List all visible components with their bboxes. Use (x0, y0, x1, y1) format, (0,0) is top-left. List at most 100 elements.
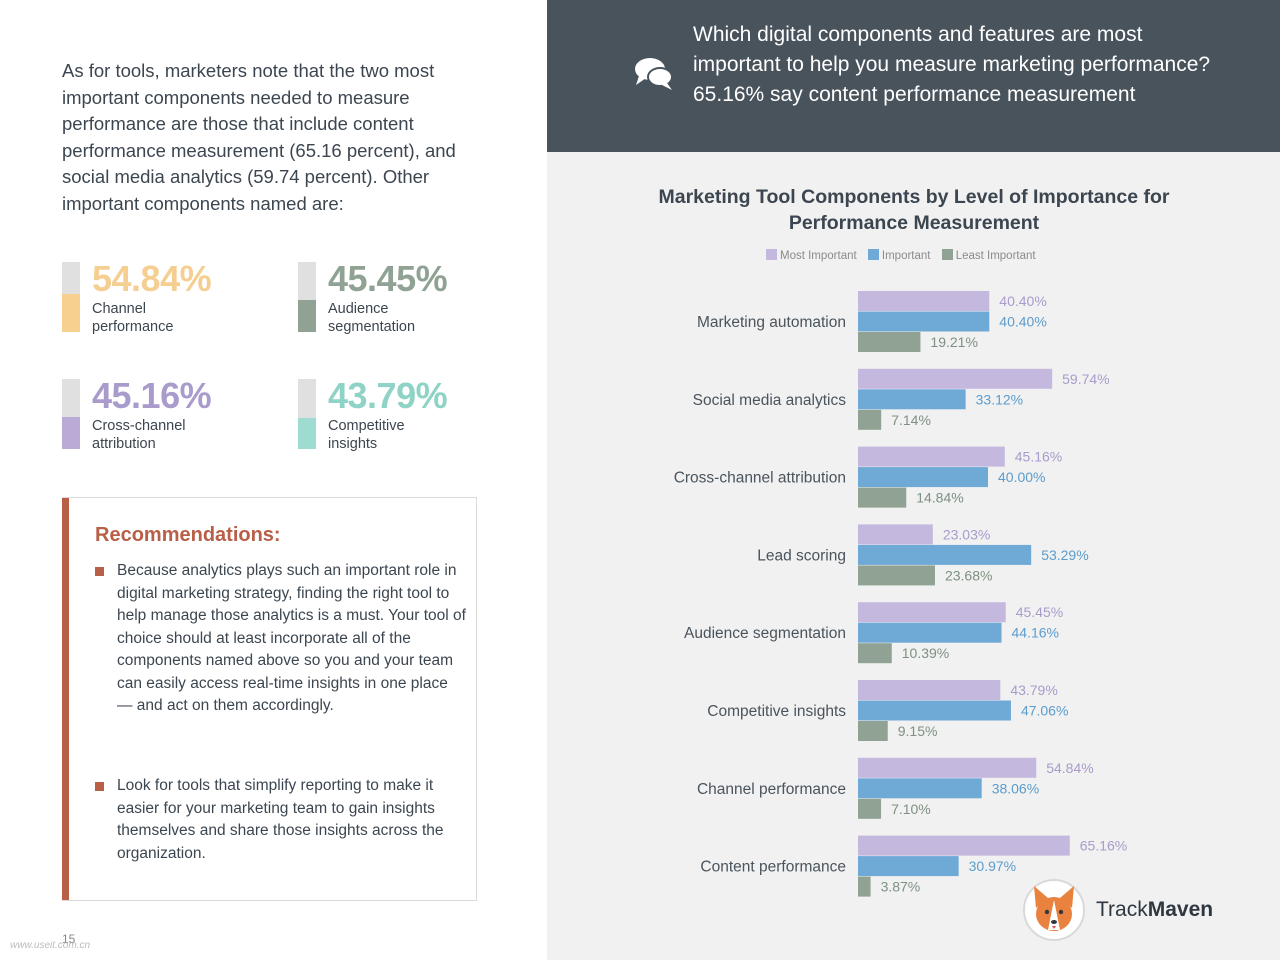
brand-name: TrackMaven (1096, 898, 1213, 922)
data-label: 59.74% (1062, 371, 1109, 387)
stat-label: Audience segmentation (328, 301, 416, 335)
data-label: 30.97% (969, 858, 1016, 874)
data-label: 65.16% (1080, 838, 1127, 854)
stat-value: 45.16% (92, 375, 212, 416)
bar-important (858, 544, 1032, 565)
legend-label: Important (881, 250, 931, 262)
stat-bar (298, 379, 316, 449)
data-label: 53.29% (1041, 547, 1088, 563)
stat-tile: 54.84% Channel performance (62, 258, 282, 335)
chart-legend: Most Important Important Least Important (766, 249, 1044, 262)
bar-most-important (858, 680, 1001, 700)
bar-least-important (858, 409, 882, 430)
stat-bar (62, 379, 80, 449)
bar-important (858, 622, 1002, 643)
stat-bar-fill (62, 293, 80, 332)
recommendation-text: Because analytics plays such an importan… (117, 562, 466, 714)
bar-important (858, 389, 966, 410)
category-label: Channel performance (697, 781, 846, 798)
category-label: Cross-channel attribution (674, 470, 846, 487)
data-label: 43.79% (1010, 682, 1057, 698)
stat-bar-fill (62, 417, 80, 449)
stat-tile: 45.45% Audience segmentation (298, 258, 518, 335)
question-text: Which digital components and features ar… (693, 23, 1211, 106)
legend-item-least-important: Least Important (941, 249, 1036, 262)
stat-bar-fill (298, 418, 316, 449)
legend-item-most-important: Most Important (766, 249, 857, 262)
stat-tile: 45.16% Cross-channel attribution (62, 375, 282, 452)
legend-label: Most Important (780, 250, 857, 262)
category-label: Social media analytics (693, 392, 847, 409)
legend-swatch (941, 249, 953, 260)
data-label: 14.84% (916, 490, 963, 506)
stat-label: Channel performance (92, 301, 174, 335)
data-label: 45.45% (1016, 604, 1063, 620)
bar-important (858, 700, 1011, 721)
bar-most-important (858, 602, 1006, 623)
chat-bubbles-icon (635, 58, 673, 90)
stat-value: 43.79% (328, 375, 448, 416)
recommendations-accent-bar (62, 498, 69, 900)
bar-least-important (858, 798, 882, 819)
stat-label: Cross-channel attribution (92, 418, 186, 452)
stat-tile: 43.79% Competitive insights (298, 375, 518, 452)
data-label: 10.39% (902, 645, 949, 661)
legend-swatch (867, 249, 879, 260)
bar-least-important (858, 332, 921, 352)
bar-most-important (858, 524, 933, 545)
category-label: Marketing automation (697, 314, 846, 331)
data-label: 19.21% (930, 334, 977, 350)
data-label: 38.06% (992, 780, 1039, 796)
stat-bar (298, 262, 316, 332)
stat-value: 54.84% (92, 258, 212, 299)
watermark-text: www.useit.com.cn (10, 940, 91, 951)
stat-value: 45.45% (328, 258, 448, 299)
category-label: Competitive insights (707, 703, 846, 720)
trackmaven-corgi-logo (1023, 879, 1085, 941)
data-label: 23.68% (945, 567, 992, 583)
bar-least-important (858, 565, 935, 586)
bar-most-important (858, 446, 1005, 467)
recommendation-text: Look for tools that simplify reporting t… (117, 777, 444, 862)
data-label: 40.40% (999, 293, 1046, 309)
bar-most-important (858, 835, 1070, 856)
intro-paragraph: As for tools, marketers note that the tw… (62, 60, 456, 214)
stat-bar (62, 262, 80, 332)
bar-least-important (858, 487, 907, 508)
recommendation-item: Look for tools that simplify reporting t… (95, 775, 467, 865)
bar-chart: Marketing automation 40.40% 40.40% 19.21% So… (674, 291, 1127, 897)
data-label: 40.40% (999, 314, 1046, 330)
bar-important (858, 778, 982, 799)
bar-least-important (858, 643, 892, 664)
category-label: Content performance (700, 859, 846, 876)
category-label: Lead scoring (757, 547, 846, 564)
recommendation-item: Because analytics plays such an importan… (95, 560, 467, 718)
brand-prefix: Track (1096, 898, 1148, 921)
bar-least-important (858, 876, 871, 897)
data-label: 23.03% (943, 526, 990, 542)
bar-most-important (858, 368, 1053, 389)
legend-item-important: Important (867, 249, 931, 262)
bar-important (858, 856, 959, 877)
stat-label: Competitive insights (328, 418, 405, 452)
chart-title: Marketing Tool Components by Level of Im… (658, 186, 1170, 234)
legend-swatch (766, 249, 777, 260)
data-label: 44.16% (1012, 625, 1059, 641)
data-label: 40.00% (998, 469, 1045, 485)
brand-suffix: Maven (1147, 898, 1214, 921)
data-label: 3.87% (881, 879, 921, 895)
page-number: 15 (62, 932, 76, 946)
recommendations-box: Recommendations: Because analytics plays… (62, 497, 477, 901)
bullet-square-icon (95, 567, 104, 576)
category-label: Audience segmentation (684, 625, 846, 642)
data-label: 45.16% (1015, 449, 1062, 465)
recommendations-title: Recommendations: (95, 524, 281, 546)
stat-bar-fill (298, 300, 316, 332)
bar-important (858, 467, 988, 488)
data-label: 47.06% (1021, 703, 1068, 719)
bullet-square-icon (95, 782, 104, 791)
bar-important (858, 311, 990, 332)
data-label: 7.14% (891, 412, 931, 428)
data-label: 9.15% (898, 723, 938, 739)
data-label: 7.10% (891, 801, 931, 817)
